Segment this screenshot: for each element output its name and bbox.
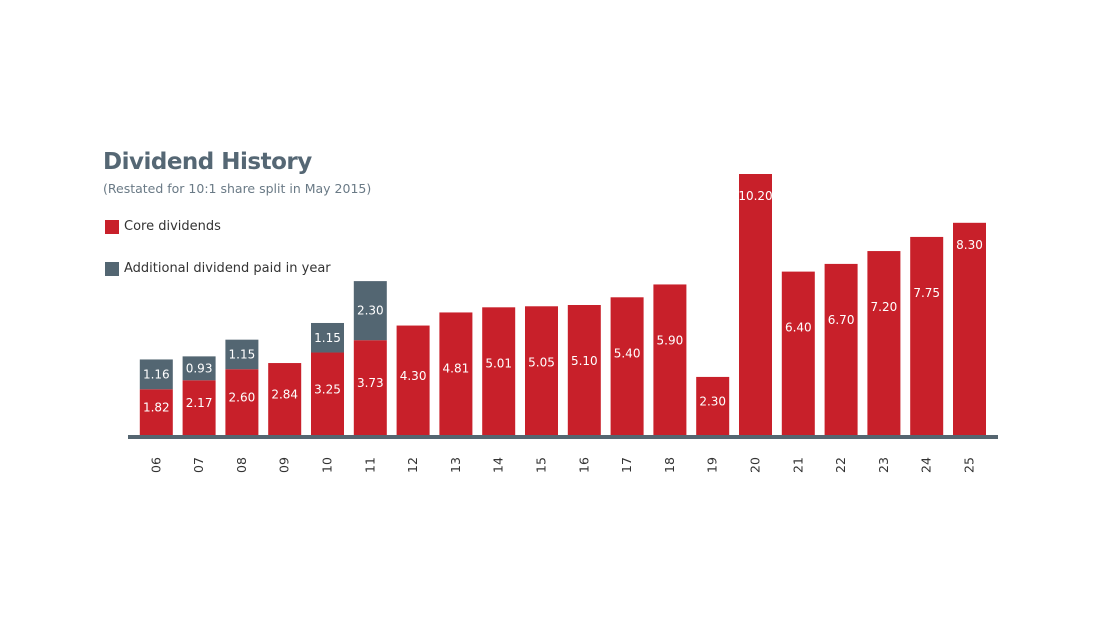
bar-label-core-17: 5.40: [614, 346, 641, 360]
chart-subtitle: (Restated for 10:1 share split in May 20…: [103, 181, 372, 196]
bar-label-additional-10: 1.15: [314, 331, 341, 345]
x-tick-label-07: 07: [191, 457, 206, 473]
bar-core-24: [910, 236, 944, 436]
x-tick-label-19: 19: [705, 457, 720, 473]
bar-label-core-08: 2.60: [229, 391, 256, 405]
bar-label-core-19: 2.30: [699, 394, 726, 408]
bar-core-10: [311, 352, 344, 436]
bar-label-core-21: 6.40: [785, 321, 812, 335]
bar-label-core-18: 5.90: [657, 333, 684, 347]
bar-label-core-06: 1.82: [143, 401, 170, 415]
x-tick-label-08: 08: [234, 457, 249, 473]
bar-label-core-07: 2.17: [186, 396, 213, 410]
bar-core-20: [739, 174, 772, 436]
legend-label-additional: Additional dividend paid in year: [124, 261, 331, 276]
bar-additional-07: [182, 356, 216, 381]
bar-core-09: [268, 363, 302, 436]
bar-core-21: [781, 271, 815, 436]
bar-core-08: [225, 369, 259, 436]
bar-label-additional-06: 1.16: [143, 367, 170, 381]
bar-core-23: [867, 251, 901, 436]
x-axis-line: [128, 435, 998, 439]
x-tick-label-14: 14: [491, 457, 506, 473]
bar-label-core-22: 6.70: [828, 313, 855, 327]
x-tick-label-21: 21: [790, 457, 805, 473]
x-tick-label-11: 11: [362, 457, 377, 473]
bar-core-11: [353, 340, 387, 436]
legend-label-core: Core dividends: [124, 219, 221, 234]
x-tick-label-24: 24: [919, 457, 934, 473]
chart-title: Dividend History: [103, 149, 312, 175]
bar-label-core-12: 4.30: [400, 369, 427, 383]
bar-core-12: [396, 325, 430, 436]
x-tick-label-13: 13: [448, 457, 463, 473]
bar-label-core-09: 2.84: [271, 388, 298, 402]
x-tick-label-09: 09: [277, 457, 292, 473]
legend-additional-dividend: Additional dividend paid in year: [105, 261, 331, 276]
bar-additional-10: [311, 322, 344, 353]
x-tick-label-18: 18: [662, 457, 677, 473]
bar-label-additional-07: 0.93: [186, 361, 213, 375]
x-tick-label-06: 06: [148, 457, 163, 473]
bar-additional-11: [353, 281, 387, 341]
bar-label-core-14: 5.01: [485, 356, 512, 370]
x-tick-label-12: 12: [405, 457, 420, 473]
bar-label-core-10: 3.25: [314, 382, 341, 396]
bar-label-core-24: 7.75: [913, 286, 940, 300]
bar-label-core-23: 7.20: [871, 300, 898, 314]
x-tick-label-23: 23: [876, 457, 891, 473]
bar-label-core-16: 5.10: [571, 354, 598, 368]
x-tick-label-17: 17: [619, 457, 634, 473]
bar-label-core-13: 4.81: [443, 361, 470, 375]
x-tick-label-15: 15: [534, 457, 549, 473]
x-tick-label-10: 10: [320, 457, 335, 473]
legend-swatch-core: [105, 219, 119, 234]
bar-label-additional-08: 1.15: [229, 347, 256, 361]
x-tick-label-25: 25: [962, 457, 977, 473]
legend-core-dividends: Core dividends: [105, 219, 221, 234]
bar-core-25: [953, 222, 986, 436]
bar-core-15: [525, 306, 558, 436]
x-tick-label-20: 20: [748, 457, 763, 473]
bar-core-18: [653, 284, 687, 436]
x-tick-label-22: 22: [833, 457, 848, 473]
bar-core-14: [482, 307, 516, 436]
bar-label-core-20: 10.20: [738, 189, 772, 203]
bar-core-19: [696, 376, 730, 436]
bar-core-13: [439, 312, 473, 436]
bar-core-16: [567, 305, 601, 436]
bar-core-07: [182, 380, 216, 436]
bar-additional-08: [225, 339, 259, 370]
bar-additional-06: [139, 359, 173, 390]
bar-label-core-15: 5.05: [528, 355, 555, 369]
bar-label-additional-11: 2.30: [357, 304, 384, 318]
x-tick-label-16: 16: [576, 457, 591, 473]
bar-core-22: [824, 263, 858, 436]
bar-core-17: [610, 297, 644, 436]
bar-label-core-25: 8.30: [956, 238, 983, 252]
legend-swatch-additional: [105, 261, 119, 276]
bar-label-core-11: 3.73: [357, 376, 384, 390]
bar-core-06: [139, 389, 173, 436]
